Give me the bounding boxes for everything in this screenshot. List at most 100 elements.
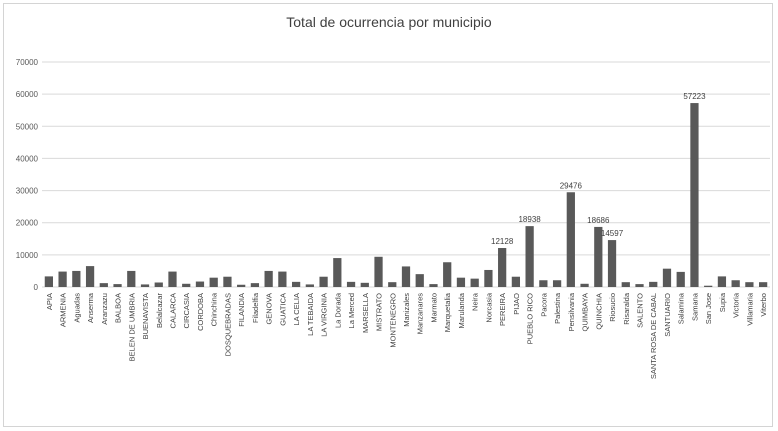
bar xyxy=(607,240,617,287)
bar xyxy=(525,226,534,287)
y-tick-label: 10000 xyxy=(16,251,39,260)
bar xyxy=(250,283,260,287)
bar xyxy=(223,276,232,287)
bar xyxy=(388,282,397,287)
x-tick-label: Palestina xyxy=(553,292,562,324)
x-tick-label: Marulanda xyxy=(457,292,466,328)
bar xyxy=(470,278,479,287)
bar xyxy=(360,282,369,287)
x-tick-label: DOSQUEBRADAS xyxy=(223,293,232,356)
bar xyxy=(319,276,328,287)
x-tick-label: La Dorada xyxy=(333,292,342,328)
gridlines xyxy=(42,61,770,288)
y-tick-label: 70000 xyxy=(16,58,39,67)
x-tick-label: Aranzazu xyxy=(100,293,109,325)
y-axis-ticks: 0 10000 20000 30000 40000 50000 60000 70000 xyxy=(16,58,39,292)
bar xyxy=(195,281,205,287)
data-label: 18686 xyxy=(587,216,610,225)
bar xyxy=(305,284,314,287)
bar xyxy=(552,280,562,287)
x-tick-label: Marquetalia xyxy=(443,292,452,332)
x-axis-ticks: APIA ARMENIA Aguadas Anserma Aranzazu BALBOA B… xyxy=(45,292,768,379)
bar xyxy=(168,271,177,287)
x-tick-label: MISTRATO xyxy=(375,293,384,331)
x-tick-label: Riosucio xyxy=(608,293,617,322)
data-labels: 12128 18938 29476 18686 14597 57223 xyxy=(491,92,706,246)
x-tick-label: QUIMBAYA xyxy=(581,293,590,331)
bar xyxy=(745,282,754,287)
x-tick-label: LA CELIA xyxy=(292,293,301,326)
bar xyxy=(662,268,672,287)
x-tick-label: GENOVA xyxy=(265,293,274,325)
x-tick-label: San Jose xyxy=(704,293,713,324)
x-tick-label: FILANDIA xyxy=(237,293,246,327)
x-tick-label: Belalcazar xyxy=(155,293,164,329)
y-tick-label: 30000 xyxy=(16,187,39,196)
x-tick-label: Supia xyxy=(718,292,727,312)
x-tick-label: Viterbo xyxy=(759,293,768,317)
bar xyxy=(278,271,287,287)
data-label: 29476 xyxy=(560,181,583,190)
bar xyxy=(346,281,356,287)
x-tick-label: Samana xyxy=(690,292,699,321)
x-tick-label: Manizales xyxy=(402,293,411,327)
x-tick-label: Risaralda xyxy=(622,292,631,325)
x-tick-label: QUINCHIA xyxy=(594,293,603,330)
x-tick-label: SALENTO xyxy=(636,293,645,328)
bar xyxy=(690,103,699,287)
x-tick-label: Villamaria xyxy=(745,292,754,326)
x-tick-label: Neira xyxy=(471,292,480,311)
bar xyxy=(511,276,521,287)
x-tick-label: Marmato xyxy=(429,293,438,323)
bar xyxy=(498,248,507,287)
bar xyxy=(635,284,644,287)
data-label: 57223 xyxy=(683,92,706,101)
bar xyxy=(443,262,452,287)
x-tick-label: Filadelfia xyxy=(251,292,260,323)
x-tick-label: BUENAVISTA xyxy=(141,293,150,339)
bar xyxy=(676,271,685,287)
x-tick-label: APIA xyxy=(45,293,54,310)
x-tick-label: LA TEBAIDA xyxy=(306,293,315,336)
bar xyxy=(621,282,630,287)
bar xyxy=(456,277,466,287)
bar xyxy=(237,284,246,287)
bar xyxy=(731,280,740,287)
x-tick-label: BALBOA xyxy=(114,293,123,323)
x-tick-label: Manzanares xyxy=(416,293,425,335)
bar xyxy=(58,271,67,287)
x-tick-label: PUEBLO RICO xyxy=(526,293,535,344)
x-tick-label: Victoria xyxy=(732,292,741,318)
bar xyxy=(566,192,575,287)
x-tick-label: SANTUARIO xyxy=(663,293,672,337)
bars xyxy=(44,103,768,287)
bar xyxy=(140,284,150,287)
y-tick-label: 50000 xyxy=(16,122,39,131)
y-tick-label: 60000 xyxy=(16,90,39,99)
x-tick-label: Pensilvania xyxy=(567,292,576,331)
x-tick-label: Aguadas xyxy=(72,293,81,323)
x-tick-label: Norcasia xyxy=(484,292,493,322)
bar xyxy=(99,283,108,287)
bar xyxy=(484,269,493,287)
bar xyxy=(594,226,603,287)
bar xyxy=(649,281,658,287)
bar xyxy=(154,282,163,287)
bar xyxy=(72,270,81,287)
bar xyxy=(717,276,727,287)
x-tick-label: ARMENIA xyxy=(59,293,68,327)
x-tick-label: GUATICA xyxy=(278,293,287,326)
bar xyxy=(401,266,411,287)
data-label: 14597 xyxy=(601,229,624,238)
bar xyxy=(429,284,438,287)
bar xyxy=(539,280,548,287)
bar xyxy=(333,258,342,287)
chart-title: Total de ocurrencia por municipio xyxy=(286,14,492,30)
x-tick-label: Anserma xyxy=(86,292,95,323)
bar xyxy=(415,274,424,287)
chart-frame xyxy=(3,3,773,427)
x-tick-label: CORDOBA xyxy=(196,293,205,331)
x-tick-label: La Merced xyxy=(347,293,356,328)
bar xyxy=(291,281,301,287)
